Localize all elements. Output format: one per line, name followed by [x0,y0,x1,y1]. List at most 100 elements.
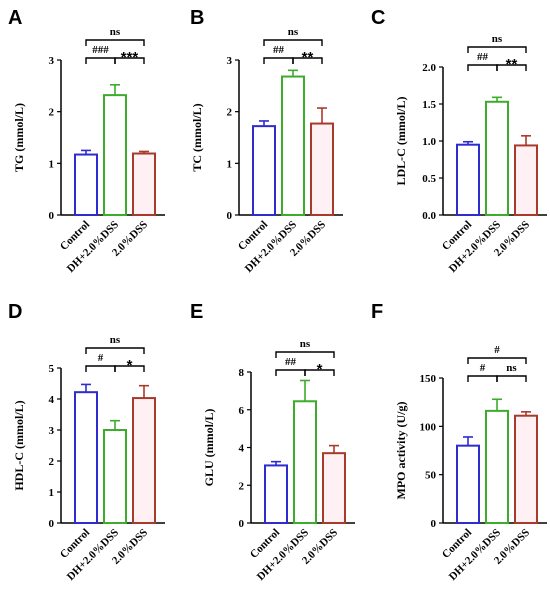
significance-bracket [114,365,145,372]
panel-letter: B [190,7,204,29]
bar-dh [103,94,127,216]
significance-label: ns [300,338,311,350]
y-tick-label: 100 [420,421,437,433]
chart-panel-a: ATG (mmol/L)0123ControlDH+2.0%DSS2.0%DSS… [8,7,165,275]
significance-bracket [114,57,145,64]
bar-dss [132,152,156,216]
y-tick-label: 0 [431,518,437,530]
significance-bracket [85,39,145,46]
y-tick-label: 0.0 [422,210,436,222]
y-tick-label: 3 [49,425,55,437]
y-tick-label: 3 [227,55,233,67]
significance-bracket [275,351,335,358]
bar-control [456,444,480,524]
significance-label: ** [302,49,314,66]
significance-bracket [85,365,116,372]
y-tick-label: 8 [239,367,245,379]
bar-dss [514,144,538,216]
significance-label: ## [285,356,297,368]
panel-letter: E [190,301,203,323]
significance-label: ns [288,26,299,38]
y-tick-label: 50 [425,470,437,482]
significance-bracket [467,357,527,364]
y-tick-label: 2 [49,107,55,119]
bar-control [74,391,98,524]
y-tick-label: 150 [420,373,437,385]
bar-control [252,125,276,216]
y-axis-label: MPO activity (U/g) [394,402,408,500]
y-tick-label: 5 [49,363,55,375]
significance-label: # [98,352,104,364]
significance-label: * [317,361,323,378]
panel-letter: F [371,301,383,323]
significance-label: * [127,357,133,374]
significance-bracket [496,64,527,71]
y-tick-label: 6 [239,405,245,417]
bar-dh [485,409,509,524]
y-tick-label: 1 [49,158,55,170]
y-tick-label: 1.5 [422,99,436,111]
y-tick-label: 2 [49,456,55,468]
bar-dss [132,397,156,525]
significance-bracket [263,39,323,46]
y-tick-label: 0 [239,518,245,530]
chart-panel-b: BTC (mmol/L)0123ControlDH+2.0%DSS2.0%DSS… [190,7,343,275]
significance-label: ## [273,44,285,56]
panel-letter: A [8,7,22,29]
significance-bracket [85,57,116,64]
y-tick-label: 3 [49,55,55,67]
bar-dss [322,452,346,525]
significance-label: # [494,344,500,356]
y-tick-label: 1.0 [422,136,436,148]
bar-dh [293,400,317,525]
y-tick-label: 1 [227,158,233,170]
significance-label: ns [110,26,121,38]
significance-bracket [467,46,527,53]
y-tick-label: 2 [227,107,233,119]
significance-label: *** [121,49,139,66]
bar-control [264,464,288,524]
y-axis-label: HDL-C (mmol/L) [12,400,26,490]
significance-label: ## [477,51,489,63]
y-axis-label: TC (mmol/L) [190,103,204,171]
bar-dh [281,75,305,216]
panel-letter: D [8,301,22,323]
y-axis-label: GLU (mmol/L) [202,409,216,487]
significance-label: ** [506,56,518,73]
bar-dss [310,122,334,216]
significance-label: ns [506,362,517,374]
bar-control [74,153,98,217]
y-tick-label: 4 [239,443,245,455]
significance-bracket [85,347,145,354]
significance-label: # [480,362,486,374]
bar-dh [485,100,509,216]
y-tick-label: 0 [49,210,55,222]
y-tick-label: 4 [49,394,55,406]
significance-bracket [263,57,294,64]
significance-label: ### [92,44,109,56]
panel-letter: C [371,7,385,29]
significance-bracket [467,375,498,382]
y-tick-label: 0 [49,518,55,530]
significance-bracket [292,57,323,64]
significance-bracket [496,375,527,382]
significance-label: ns [492,33,503,45]
y-tick-label: 1 [49,487,55,499]
bar-control [456,143,480,216]
y-axis-label: LDL-C (mmol/L) [394,97,408,186]
significance-bracket [304,369,335,376]
significance-label: ns [110,334,121,346]
significance-bracket [467,64,498,71]
y-tick-label: 2.0 [422,62,436,74]
y-tick-label: 0.5 [422,173,436,185]
bar-dh [103,429,127,524]
y-tick-label: 2 [239,480,245,492]
y-axis-label: TG (mmol/L) [12,103,26,172]
significance-bracket [275,369,306,376]
bar-dss [514,414,538,525]
